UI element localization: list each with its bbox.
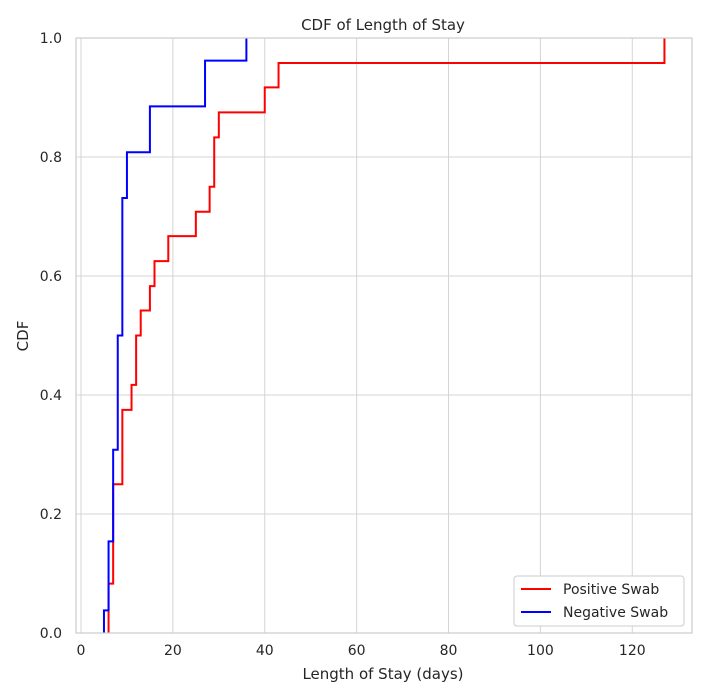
x-tick-label: 0	[77, 643, 86, 659]
y-tick-label: 1.0	[40, 31, 62, 47]
series-line-positive-swab	[107, 38, 666, 633]
x-axis-label: Length of Stay (days)	[302, 665, 463, 683]
plot-frame	[75, 37, 693, 634]
x-tick-label: 100	[527, 643, 554, 659]
x-tick-label: 80	[440, 643, 458, 659]
y-tick-label: 0.4	[40, 388, 62, 404]
x-tick-label: 20	[164, 643, 182, 659]
legend-box	[513, 575, 685, 627]
y-tick-label: 0.2	[40, 507, 62, 523]
series-line-negative-swab	[102, 38, 248, 633]
y-tick-label: 0.8	[40, 150, 62, 166]
x-axis-ticks: 0 20 40 60 80 100 120	[77, 643, 646, 659]
x-tick-label: 120	[619, 643, 646, 659]
series-group	[102, 38, 666, 633]
grid	[76, 37, 692, 634]
y-axis-label: CDF	[14, 321, 32, 352]
x-tick-label: 60	[348, 643, 366, 659]
x-tick-label: 40	[256, 643, 274, 659]
y-axis-ticks: 0.0 0.2 0.4 0.6 0.8 1.0	[40, 31, 62, 642]
legend-label-positive: Positive Swab	[563, 582, 659, 598]
y-tick-label: 0.6	[40, 269, 62, 285]
legend-label-negative: Negative Swab	[563, 605, 668, 621]
chart-title: CDF of Length of Stay	[301, 16, 465, 34]
y-tick-label: 0.0	[40, 626, 62, 642]
legend: Positive Swab Negative Swab	[513, 575, 685, 627]
